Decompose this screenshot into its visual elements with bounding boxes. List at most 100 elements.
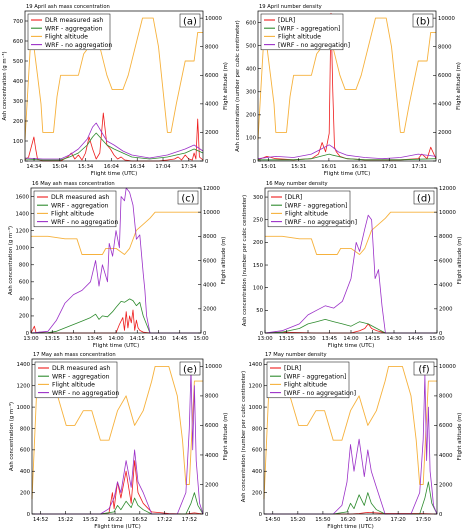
x-tick-label: 17:50: [416, 517, 432, 523]
y2-tick-label: 6000: [205, 423, 219, 429]
y-tick-label: 1200: [17, 384, 31, 390]
x-tick-label: 15:04: [52, 164, 68, 170]
y-tick-label: 200: [252, 490, 263, 496]
y2-tick-label: 6000: [439, 258, 453, 264]
y-tick-label: 0: [260, 331, 264, 337]
legend-entry: [WRF - aggregation]: [284, 373, 346, 380]
x-tick-label: 17:20: [391, 517, 407, 523]
y-tick-label: 0: [253, 159, 257, 165]
x-tick-label: 16:20: [340, 517, 356, 523]
y-tick-label: 800: [20, 426, 31, 432]
legend-entry: DLR measured ash: [52, 365, 110, 372]
x-axis-label: Flight time (UTC): [328, 343, 374, 349]
y-tick-label: 300: [253, 195, 264, 201]
x-tick-label: 16:22: [107, 517, 122, 523]
y2-axis-label: Flight altitude (m): [457, 237, 463, 285]
legend-entry: [WRF - aggregation]: [285, 202, 347, 209]
x-tick-label: 15:52: [83, 517, 98, 523]
legend-entry: Flight altitude: [51, 211, 94, 218]
series-line-wrf_noagg: [32, 369, 204, 515]
panel-label: (d): [417, 194, 431, 205]
y2-tick-label: 0: [439, 331, 443, 337]
x-axis-label: Flight time (UTC): [327, 524, 373, 529]
y-tick-label: 500: [13, 59, 24, 65]
x-tick-label: 17:52: [182, 517, 197, 523]
y2-tick-label: 10000: [203, 210, 220, 216]
x-tick-label: 17:31: [412, 164, 427, 170]
y2-tick-label: 8000: [439, 394, 453, 400]
x-tick-label: 15:20: [290, 517, 306, 523]
y-tick-label: 400: [246, 66, 257, 72]
x-tick-label: 14:34: [26, 164, 42, 170]
x-tick-label: 15:50: [315, 517, 331, 523]
y2-axis-label: Flight altitude (m): [223, 413, 229, 461]
legend-entry: WRF - no aggregation: [52, 390, 119, 397]
y2-tick-label: 0: [438, 159, 442, 165]
x-axis-label: Flight time (UTC): [93, 343, 139, 349]
panel-label-box: [413, 361, 435, 376]
y-tick-label: 100: [246, 136, 257, 142]
y2-tick-label: 8000: [438, 45, 452, 51]
y2-axis-label: Flight altitude (m): [223, 62, 229, 110]
chart-title: 17 May number density: [265, 352, 327, 358]
chart-panel-f: 17 May number density 0 200 400 600 800 1000 12…: [241, 352, 463, 529]
y2-axis-label: Flight altitude (m): [221, 237, 227, 285]
legend-entry: [WRF - no aggregation]: [285, 219, 357, 226]
y-tick-label: 400: [19, 297, 30, 303]
chart-panel-a: 19 April ash mass concentration 0 100 200 30…: [1, 4, 229, 177]
x-tick-label: 16:04: [104, 164, 120, 170]
y2-tick-label: 4000: [439, 282, 453, 288]
series-line-wrf_agg: [24, 132, 204, 161]
y-tick-label: 400: [252, 469, 263, 475]
y-tick-label: 600: [13, 39, 24, 45]
x-tick-label: 13:45: [87, 336, 102, 342]
y-tick-label: 400: [20, 469, 31, 475]
legend-entry: Flight altitude: [278, 34, 321, 41]
y-tick-label: 250: [253, 218, 264, 224]
legend-entry: WRF - no aggregation: [45, 42, 112, 49]
y-tick-label: 200: [253, 240, 264, 246]
y2-tick-label: 6000: [438, 73, 452, 79]
x-tick-label: 16:01: [321, 164, 336, 170]
x-tick-label: 15:31: [291, 164, 306, 170]
y-tick-label: 200: [246, 113, 257, 119]
x-tick-label: 16:31: [351, 164, 366, 170]
series-line-wrf_noagg: [264, 214, 437, 334]
series-line-altitude: [257, 17, 436, 140]
legend-entry: [DLR]: [284, 365, 301, 372]
series-line-altitude: [31, 211, 201, 255]
series-line-wrf_agg: [30, 298, 201, 334]
legend-entry: Flight altitude: [45, 34, 88, 41]
plot-frame: [24, 10, 204, 162]
y2-tick-label: 8000: [203, 234, 217, 240]
y2-tick-label: 10000: [439, 364, 456, 370]
y2-tick-label: 2000: [203, 307, 217, 313]
legend-entry: [WRF - aggregation]: [278, 25, 340, 32]
y-tick-label: 100: [253, 285, 264, 291]
x-tick-label: 14:50: [265, 517, 281, 523]
y2-tick-label: 2000: [205, 482, 219, 488]
y2-tick-label: 0: [203, 331, 207, 337]
x-axis-label: Flight time (UTC): [94, 524, 140, 529]
chart-panel-b: 19 April number density 0 100 200 300 400 500 6…: [235, 4, 462, 177]
y-tick-label: 800: [19, 263, 30, 269]
x-tick-label: 13:15: [279, 336, 294, 342]
y2-tick-label: 4000: [203, 282, 217, 288]
panel-label: (a): [183, 17, 197, 28]
y-tick-label: 1200: [16, 228, 30, 234]
y-tick-label: 1400: [17, 362, 31, 368]
legend-entry: Flight altitude: [52, 382, 95, 389]
x-tick-label: 13:30: [66, 336, 82, 342]
y2-tick-label: 10000: [438, 16, 455, 22]
x-tick-label: 14:30: [151, 336, 167, 342]
x-axis-label: Flight time (UTC): [324, 171, 370, 177]
legend-entry: [DLR]: [278, 17, 295, 24]
y2-tick-label: 6000: [439, 423, 453, 429]
panel-label: (f): [418, 365, 429, 376]
x-tick-label: 13:00: [23, 336, 39, 342]
y-tick-label: 1600: [16, 194, 30, 200]
x-tick-label: 15:22: [58, 517, 73, 523]
legend-entry: WRF - no aggregation: [51, 219, 118, 226]
y2-tick-label: 10000: [205, 16, 222, 22]
